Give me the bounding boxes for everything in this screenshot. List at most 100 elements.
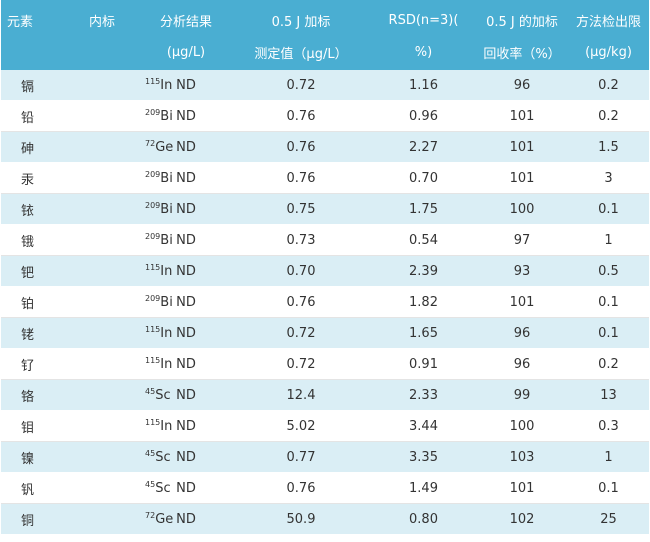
cell-rsd: 2.27 — [371, 131, 476, 163]
cell-rsd: 2.39 — [371, 255, 476, 287]
cell-rsd: 1.82 — [371, 286, 476, 318]
cell-result: ND — [141, 70, 231, 101]
mass-number: 115 — [145, 356, 161, 365]
table-row: 铅 209Bi ND 0.76 0.96 101 0.2 — [1, 100, 649, 132]
cell-element: 铂 — [1, 286, 63, 318]
mass-number: 72 — [145, 139, 156, 148]
standard-symbol: In — [160, 326, 173, 341]
cell-element: 铱 — [1, 193, 63, 225]
cell-element: 铬 — [1, 379, 63, 411]
table-row: 镉 115In ND 0.72 1.16 96 0.2 — [1, 70, 649, 101]
cell-recovery: 96 — [476, 348, 568, 380]
cell-measured: 0.76 — [231, 472, 371, 504]
header-rsd-unit: %) — [371, 36, 476, 70]
cell-lod: 1.5 — [568, 131, 649, 163]
cell-result: ND — [141, 472, 231, 504]
mass-number: 209 — [145, 294, 161, 303]
mass-number: 209 — [145, 201, 161, 210]
standard-symbol: Bi — [160, 202, 173, 217]
header-spike-measured: 0.5 J 加标 — [231, 0, 371, 36]
standard-symbol: Ge — [155, 140, 174, 155]
cell-measured: 0.76 — [231, 286, 371, 318]
cell-recovery: 99 — [476, 379, 568, 411]
cell-internal-standard: 45Sc — [63, 379, 171, 411]
cell-rsd: 0.96 — [371, 100, 476, 132]
table-row: 砷 72Ge ND 0.76 2.27 101 1.5 — [1, 131, 649, 163]
cell-lod: 0.2 — [568, 100, 649, 132]
standard-symbol: Ge — [155, 512, 174, 527]
standard-symbol: Bi — [160, 109, 173, 124]
table-row: 锇 209Bi ND 0.73 0.54 97 1 — [1, 224, 649, 256]
cell-rsd: 1.49 — [371, 472, 476, 504]
cell-rsd: 3.44 — [371, 410, 476, 442]
header-row-1: 元素 内标 分析结果 0.5 J 加标 RSD(n=3)( 0.5 J 的加标 … — [1, 0, 649, 36]
header-analysis-result-unit: (μg/L) — [141, 36, 231, 70]
cell-rsd: 0.54 — [371, 224, 476, 256]
table-row: 汞 209Bi ND 0.76 0.70 101 3 — [1, 162, 649, 194]
table-row: 钼 115In ND 5.02 3.44 100 0.3 — [1, 410, 649, 442]
cell-measured: 0.75 — [231, 193, 371, 225]
table-header: 元素 内标 分析结果 0.5 J 加标 RSD(n=3)( 0.5 J 的加标 … — [1, 0, 649, 70]
standard-symbol: Sc — [155, 481, 171, 496]
cell-recovery: 103 — [476, 441, 568, 473]
header-lod-unit: (μg/kg) — [568, 36, 649, 70]
cell-element: 钼 — [1, 410, 63, 442]
cell-recovery: 96 — [476, 317, 568, 349]
cell-rsd: 0.80 — [371, 503, 476, 535]
table-row: 钌 115In ND 0.72 0.91 96 0.2 — [1, 348, 649, 380]
cell-rsd: 1.16 — [371, 70, 476, 101]
cell-internal-standard: 72Ge — [63, 131, 173, 163]
cell-result: ND — [141, 379, 231, 411]
table-row: 铬 45Sc ND 12.4 2.33 99 13 — [1, 379, 649, 411]
cell-result: ND — [141, 224, 231, 256]
cell-rsd: 0.91 — [371, 348, 476, 380]
cell-recovery: 101 — [476, 286, 568, 318]
table-row: 钯 115In ND 0.70 2.39 93 0.5 — [1, 255, 649, 287]
standard-symbol: In — [160, 264, 173, 279]
cell-measured: 0.76 — [231, 131, 371, 163]
cell-element: 镉 — [1, 70, 63, 101]
cell-recovery: 102 — [476, 503, 568, 535]
header-element: 元素 — [1, 0, 63, 36]
mass-number: 209 — [145, 108, 161, 117]
cell-lod: 0.1 — [568, 193, 649, 225]
cell-element: 镍 — [1, 441, 63, 473]
table-row: 钒 45Sc ND 0.76 1.49 101 0.1 — [1, 472, 649, 504]
cell-lod: 0.2 — [568, 348, 649, 380]
cell-element: 钒 — [1, 472, 63, 504]
standard-symbol: Sc — [155, 450, 171, 465]
cell-measured: 0.76 — [231, 162, 371, 194]
standard-symbol: Bi — [160, 233, 173, 248]
cell-result: ND — [141, 410, 231, 442]
cell-recovery: 100 — [476, 410, 568, 442]
cell-measured: 0.76 — [231, 100, 371, 132]
header-spike-measured-unit: 测定值（μg/L） — [231, 36, 371, 70]
mass-number: 209 — [145, 170, 161, 179]
cell-element: 钯 — [1, 255, 63, 287]
header-analysis-result: 分析结果 — [141, 0, 231, 36]
standard-symbol: Bi — [160, 171, 173, 186]
cell-rsd: 2.33 — [371, 379, 476, 411]
cell-rsd: 1.75 — [371, 193, 476, 225]
cell-result: ND — [141, 317, 231, 349]
cell-element: 砷 — [1, 131, 63, 163]
cell-internal-standard: 209Bi — [63, 162, 173, 194]
cell-lod: 0.1 — [568, 472, 649, 504]
cell-internal-standard: 209Bi — [63, 286, 173, 318]
cell-measured: 0.72 — [231, 317, 371, 349]
cell-element: 铅 — [1, 100, 63, 132]
header-lod: 方法检出限 — [568, 0, 649, 36]
cell-measured: 50.9 — [231, 503, 371, 535]
cell-element: 钌 — [1, 348, 63, 380]
table-row: 铱 209Bi ND 0.75 1.75 100 0.1 — [1, 193, 649, 225]
cell-recovery: 97 — [476, 224, 568, 256]
header-element-sub — [1, 36, 63, 70]
header-internal-standard-sub — [63, 36, 141, 70]
header-recovery: 0.5 J 的加标 — [476, 0, 568, 36]
cell-internal-standard: 72Ge — [63, 503, 173, 535]
table-row: 铑 115In ND 0.72 1.65 96 0.1 — [1, 317, 649, 349]
cell-lod: 0.1 — [568, 317, 649, 349]
cell-result: ND — [141, 286, 231, 318]
mass-number: 72 — [145, 511, 156, 520]
